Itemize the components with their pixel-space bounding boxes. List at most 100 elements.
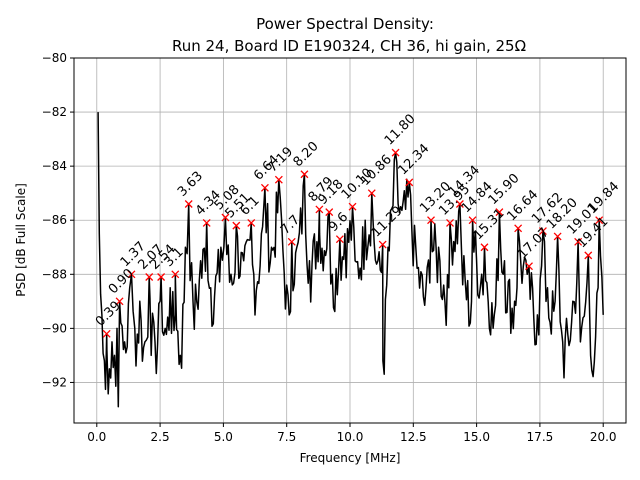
peak-marker-stroke	[232, 221, 241, 230]
peak-marker-stroke	[553, 232, 562, 241]
y-tick-label: −86	[42, 213, 67, 227]
peak-label: 3.63	[175, 169, 206, 200]
peak-marker	[348, 202, 357, 211]
peak-marker-stroke	[468, 216, 477, 225]
peak-marker-stroke	[274, 175, 283, 184]
peak-marker	[584, 251, 593, 260]
peak-marker	[300, 170, 309, 179]
peak-marker-stroke	[335, 235, 344, 244]
peak-marker	[171, 270, 180, 279]
peak-marker	[115, 297, 124, 306]
peak-marker	[184, 200, 193, 208]
peak-marker	[468, 216, 477, 225]
peak-marker-stroke	[405, 178, 414, 187]
x-tick-label: 17.5	[527, 430, 554, 444]
peak-label: 19.84	[585, 179, 622, 216]
peak-marker-stroke	[427, 216, 435, 225]
peak-marker	[260, 183, 269, 192]
peak-marker	[221, 213, 230, 222]
peak-marker	[102, 329, 111, 338]
peak-marker	[538, 227, 547, 235]
x-tick-label: 20.0	[590, 430, 617, 444]
peak-marker	[325, 208, 334, 217]
peak-marker	[287, 237, 296, 246]
peak-marker-stroke	[584, 251, 593, 260]
peak-label: 8.20	[291, 139, 322, 170]
x-tick-label: 7.5	[277, 430, 296, 444]
marker-layer	[102, 148, 604, 338]
peak-marker	[525, 262, 533, 271]
peak-marker	[455, 200, 464, 208]
peak-marker-stroke	[247, 218, 256, 227]
psd-series-line	[97, 112, 604, 408]
peak-marker	[574, 237, 583, 246]
x-tick-label: 10.0	[337, 430, 364, 444]
peak-marker	[127, 270, 136, 279]
peak-marker-stroke	[184, 200, 193, 208]
peak-marker	[480, 243, 489, 252]
peak-marker	[315, 205, 324, 214]
peak-marker	[145, 273, 154, 281]
peak-marker	[247, 218, 256, 227]
peak-marker-stroke	[574, 237, 583, 246]
peak-marker	[391, 148, 400, 157]
peak-marker-stroke	[367, 189, 376, 198]
peak-marker-stroke	[287, 237, 296, 246]
peak-marker-stroke	[495, 208, 504, 217]
peak-marker	[232, 221, 241, 230]
peak-marker-stroke	[115, 297, 124, 306]
x-axis-label: Frequency [MHz]	[300, 451, 401, 465]
peak-label: 11.29	[369, 203, 406, 240]
peak-marker	[274, 175, 283, 184]
peak-marker-stroke	[221, 213, 230, 222]
peak-marker-stroke	[378, 240, 387, 249]
peak-marker-stroke	[157, 273, 166, 281]
peak-marker-stroke	[325, 208, 334, 217]
peak-marker	[367, 189, 376, 198]
peak-marker-stroke	[538, 227, 547, 235]
peak-marker-stroke	[391, 148, 400, 157]
y-axis-label: PSD [dB Full Scale]	[14, 183, 28, 297]
chart-title-line1: Power Spectral Density:	[256, 15, 434, 33]
y-tick-label: −90	[42, 321, 67, 335]
peak-marker-stroke	[300, 170, 309, 179]
peak-marker-stroke	[127, 270, 136, 279]
y-tick-label: −82	[42, 105, 67, 119]
y-tick-label: −84	[42, 159, 67, 173]
peak-marker	[157, 273, 166, 281]
peak-marker-stroke	[202, 218, 211, 227]
series-layer	[97, 112, 604, 408]
peak-marker-stroke	[171, 270, 180, 279]
peak-marker-stroke	[260, 183, 269, 192]
peak-marker-stroke	[595, 216, 604, 225]
peak-marker-stroke	[514, 224, 523, 233]
peak-marker-stroke	[348, 202, 357, 211]
peak-marker	[446, 218, 454, 227]
x-tick-label: 2.5	[151, 430, 170, 444]
peak-marker-stroke	[525, 262, 533, 271]
y-tick-label: −92	[42, 375, 67, 389]
peak-label: 12.34	[395, 141, 432, 178]
x-axis-ticks: 0.0 2.5 5.0 7.5 10.0 12.5 15.0 17.5 20.0	[87, 423, 617, 444]
peak-marker	[595, 216, 604, 225]
chart-title-line2: Run 24, Board ID E190324, CH 36, hi gain…	[172, 37, 526, 55]
peak-marker	[514, 224, 523, 233]
peak-marker	[553, 232, 562, 241]
peak-marker	[335, 235, 344, 244]
peak-marker	[202, 218, 211, 227]
x-tick-label: 0.0	[87, 430, 106, 444]
peak-marker	[378, 240, 387, 249]
peak-marker-stroke	[480, 243, 489, 252]
y-tick-label: −80	[42, 51, 67, 65]
x-tick-label: 5.0	[214, 430, 233, 444]
peak-marker-stroke	[315, 205, 324, 214]
y-axis-ticks: −92 −90 −88 −86 −84 −82 −80	[42, 51, 74, 389]
x-tick-label: 12.5	[400, 430, 427, 444]
peak-marker	[495, 208, 504, 217]
peak-marker	[427, 216, 435, 225]
peak-marker-stroke	[446, 218, 454, 227]
peak-marker	[405, 178, 414, 187]
peak-marker-stroke	[455, 200, 464, 208]
peak-marker-stroke	[102, 329, 111, 338]
